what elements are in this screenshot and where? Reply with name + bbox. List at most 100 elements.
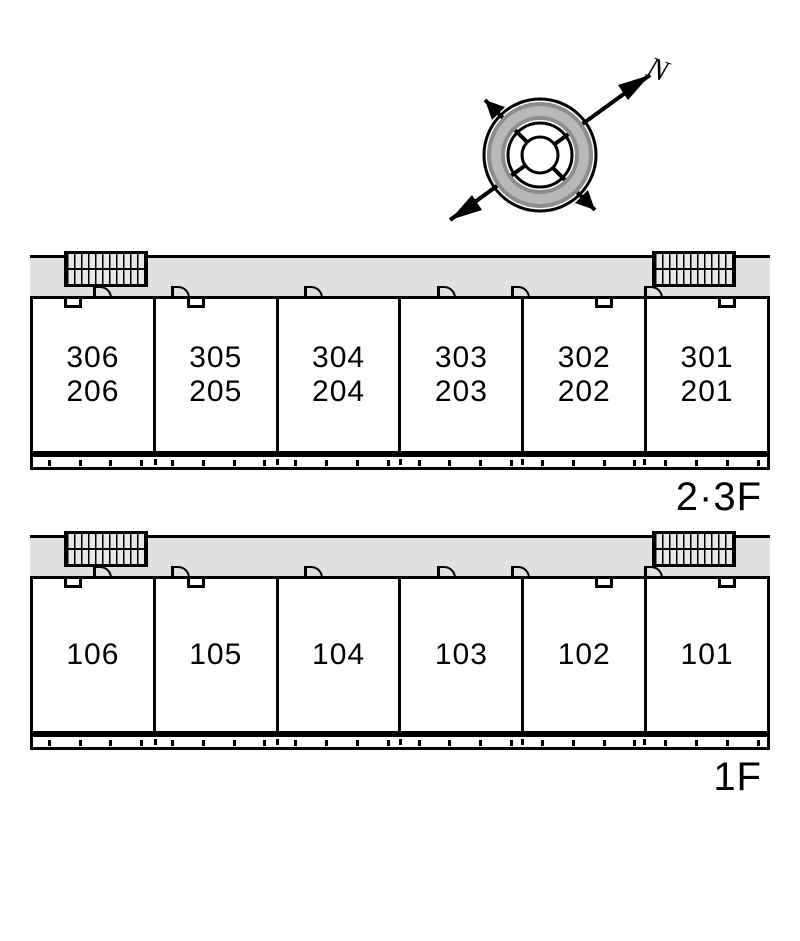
- balcony-dash: [171, 740, 174, 746]
- balcony-dash: [726, 740, 729, 746]
- balcony-dash: [294, 460, 297, 466]
- unit-number: 305: [189, 341, 242, 376]
- balcony-dash: [356, 460, 359, 466]
- unit-number: 204: [312, 375, 365, 410]
- balcony-dash: [541, 460, 544, 466]
- balcony-dash: [510, 740, 513, 746]
- balcony-divider: [399, 459, 402, 465]
- balcony-dash: [757, 740, 760, 746]
- balcony-dash: [541, 740, 544, 746]
- balcony-dash: [603, 740, 606, 746]
- balcony-dash: [387, 460, 390, 466]
- door-icon: [511, 566, 531, 576]
- balcony-dash: [140, 460, 143, 466]
- unit-number: 202: [558, 375, 611, 410]
- balcony-dash: [325, 460, 328, 466]
- balcony-dash: [448, 740, 451, 746]
- balcony-divider: [643, 739, 646, 745]
- unit-cell: 302202: [521, 299, 644, 451]
- door-icon: [437, 286, 457, 296]
- unit-cell: 101: [644, 579, 767, 731]
- balcony-dash: [325, 740, 328, 746]
- balcony-dash: [572, 740, 575, 746]
- corridor-upper: [30, 255, 770, 296]
- pillar: [187, 296, 205, 308]
- unit-cell: 301201: [644, 299, 767, 451]
- balcony-dash: [510, 460, 513, 466]
- floor-block-lower: 106105104103102101: [30, 535, 770, 750]
- unit-number: 302: [558, 341, 611, 376]
- unit-number: 306: [66, 341, 119, 376]
- door-icon: [93, 286, 113, 296]
- balcony-upper: [30, 454, 770, 470]
- unit-number: 104: [312, 638, 365, 673]
- compass: N: [440, 55, 700, 225]
- stair-right-lower: [652, 531, 736, 567]
- pillar: [595, 576, 613, 588]
- balcony-dash: [356, 740, 359, 746]
- door-icon: [437, 566, 457, 576]
- balcony-dash: [603, 460, 606, 466]
- balcony-dash: [572, 460, 575, 466]
- balcony-dash: [664, 740, 667, 746]
- stair-left-upper: [64, 251, 148, 287]
- balcony-dash: [418, 460, 421, 466]
- balcony-dash: [726, 460, 729, 466]
- pillar: [64, 296, 82, 308]
- unit-cell: 305205: [153, 299, 276, 451]
- balcony-dash: [109, 460, 112, 466]
- unit-number: 102: [558, 638, 611, 673]
- balcony-dash: [202, 740, 205, 746]
- unit-cell: 106: [33, 579, 153, 731]
- pillar: [718, 296, 736, 308]
- door-icon: [304, 286, 324, 296]
- balcony-lower: [30, 734, 770, 750]
- balcony-dash: [294, 740, 297, 746]
- balcony-dash: [664, 460, 667, 466]
- unit-number: 103: [435, 638, 488, 673]
- unit-cell: 303203: [398, 299, 521, 451]
- pillar: [595, 296, 613, 308]
- balcony-dash: [479, 740, 482, 746]
- balcony-dash: [79, 460, 82, 466]
- unit-number: 206: [66, 375, 119, 410]
- floor-block-upper: 306206305205304204303203302202301201: [30, 255, 770, 470]
- unit-cell: 304204: [276, 299, 399, 451]
- balcony-dash: [633, 460, 636, 466]
- unit-number: 205: [189, 375, 242, 410]
- balcony-divider: [521, 739, 524, 745]
- balcony-dash: [109, 740, 112, 746]
- unit-number: 304: [312, 341, 365, 376]
- balcony-divider: [521, 459, 524, 465]
- balcony-dash: [633, 740, 636, 746]
- balcony-divider: [276, 459, 279, 465]
- door-icon: [171, 566, 191, 576]
- door-icon: [93, 566, 113, 576]
- floor-caption-lower: 1F: [713, 755, 762, 800]
- balcony-dash: [448, 460, 451, 466]
- unit-number: 101: [681, 638, 734, 673]
- pillar: [187, 576, 205, 588]
- door-icon: [511, 286, 531, 296]
- page: N 306206305205304204303203302202301201: [0, 0, 800, 941]
- unit-number: 203: [435, 375, 488, 410]
- balcony-dash: [695, 460, 698, 466]
- corridor-lower: [30, 535, 770, 576]
- balcony-dash: [79, 740, 82, 746]
- unit-cell: 104: [276, 579, 399, 731]
- balcony-dash: [387, 740, 390, 746]
- balcony-dash: [171, 460, 174, 466]
- balcony-dash: [202, 460, 205, 466]
- balcony-divider: [154, 459, 157, 465]
- balcony-dash: [418, 740, 421, 746]
- balcony-divider: [154, 739, 157, 745]
- balcony-dash: [263, 740, 266, 746]
- balcony-dash: [233, 740, 236, 746]
- unit-cell: 102: [521, 579, 644, 731]
- balcony-dash: [479, 460, 482, 466]
- pillar: [718, 576, 736, 588]
- balcony-divider: [276, 739, 279, 745]
- stair-left-lower: [64, 531, 148, 567]
- floor-caption-upper: 2·3F: [676, 475, 762, 520]
- balcony-divider: [399, 739, 402, 745]
